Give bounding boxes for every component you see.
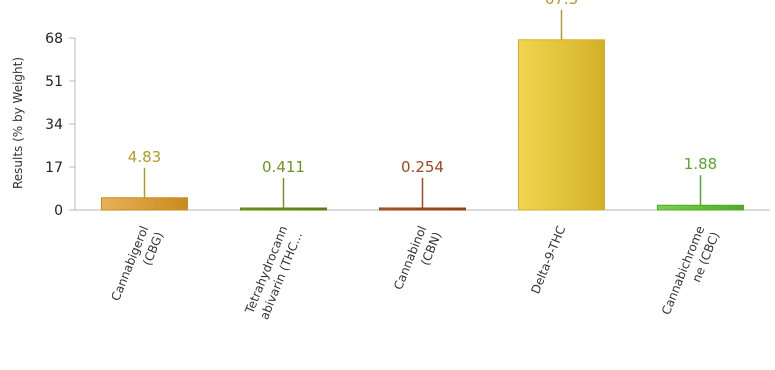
bar: [657, 204, 744, 211]
y-tick-label: 34: [45, 117, 63, 133]
y-tick-label: 51: [45, 74, 63, 90]
category-labels: Cannabigerol(CBG) Tetrahydrocannabivarin …: [108, 224, 722, 323]
bar: [379, 207, 466, 211]
category-label: Delta-9-THC: [528, 224, 568, 296]
category-label: Cannabichromene (CBC): [659, 224, 722, 323]
y-tick-label: 17: [45, 160, 63, 176]
value-label: 1.88: [684, 155, 717, 173]
y-ticks: 0 17 34 51 68: [45, 31, 75, 219]
category-label-line: Delta-9-THC: [528, 224, 568, 296]
category-label: Cannabinol(CBN): [391, 224, 444, 298]
category-label: Tetrahydrocannabivarin (THC...: [242, 224, 305, 323]
value-labels: 4.83 0.411 0.254 67.3 1.88: [128, 0, 717, 208]
category-label: Cannabigerol(CBG): [108, 224, 166, 309]
value-label: 4.83: [128, 148, 161, 166]
value-label: 0.254: [401, 158, 444, 176]
y-tick-label: 0: [54, 203, 63, 219]
bar: [101, 197, 188, 211]
bar: [518, 39, 605, 211]
value-label: 0.411: [262, 158, 305, 176]
y-axis-label: Results (% by Weight): [11, 57, 25, 189]
bar: [240, 207, 327, 211]
value-label: 67.3: [545, 0, 578, 8]
y-tick-label: 68: [45, 31, 63, 47]
